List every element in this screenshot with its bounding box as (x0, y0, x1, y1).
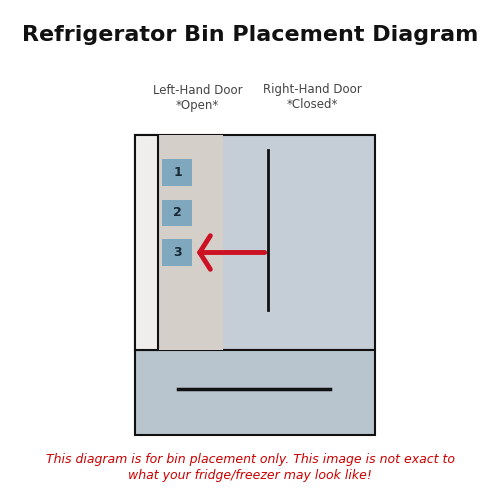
Bar (135, 350, 375, 435)
Bar (158, 135, 222, 350)
Bar (135, 135, 158, 350)
Text: Left-Hand Door
*Open*: Left-Hand Door *Open* (152, 84, 242, 112)
Bar (135, 135, 375, 350)
Text: This diagram is for bin placement only. This image is not exact to
what your fri: This diagram is for bin placement only. … (46, 454, 455, 481)
Bar (162, 160, 192, 186)
Text: Refrigerator Bin Placement Diagram: Refrigerator Bin Placement Diagram (22, 25, 478, 45)
Text: 3: 3 (173, 246, 182, 259)
Text: Right-Hand Door
*Closed*: Right-Hand Door *Closed* (263, 84, 362, 112)
Text: 1: 1 (173, 166, 182, 179)
Text: 2: 2 (173, 206, 182, 219)
Bar (162, 240, 192, 266)
Bar (162, 200, 192, 226)
